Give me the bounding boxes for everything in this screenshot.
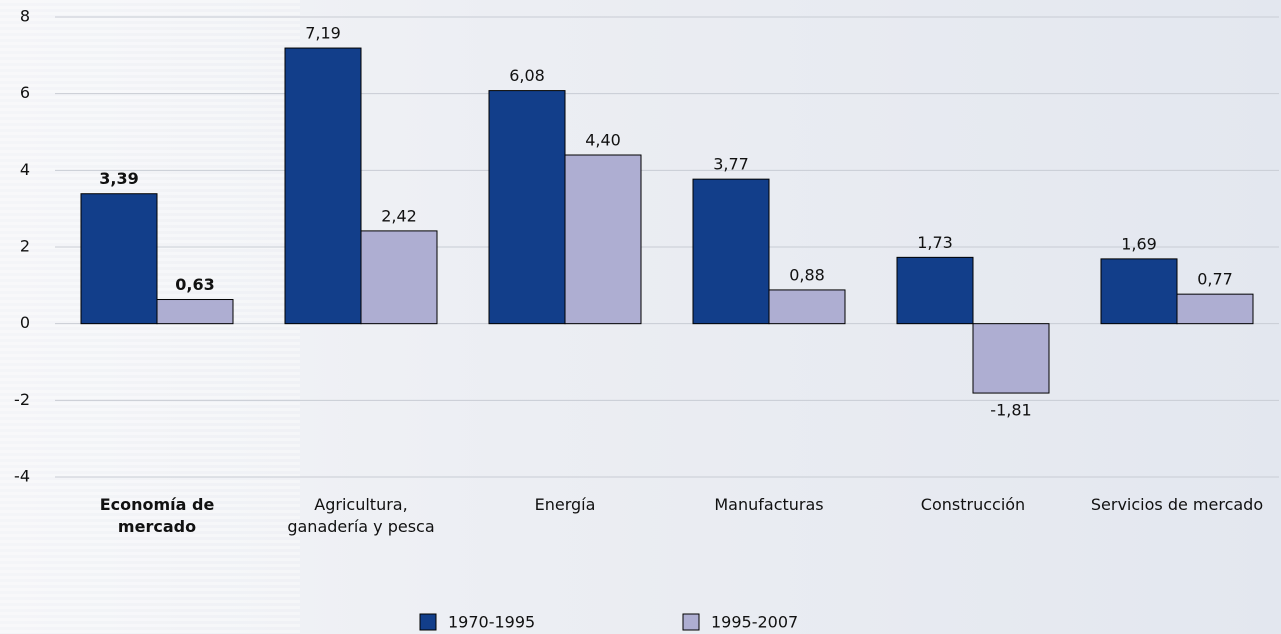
value-label: 1,73 bbox=[917, 233, 953, 252]
value-label: 0,63 bbox=[175, 275, 214, 294]
y-tick-label: 8 bbox=[20, 7, 30, 26]
y-tick-label: -4 bbox=[14, 467, 30, 486]
y-tick-label: -2 bbox=[14, 390, 30, 409]
legend-swatch bbox=[682, 613, 700, 631]
y-tick-label: 4 bbox=[20, 160, 30, 179]
value-label: 2,42 bbox=[381, 206, 417, 225]
bar bbox=[1100, 258, 1178, 325]
bar bbox=[488, 90, 566, 325]
x-tick-label: Manufacturas bbox=[714, 495, 824, 514]
value-label: 1,69 bbox=[1121, 234, 1157, 253]
y-tick-label: 0 bbox=[20, 313, 30, 332]
x-tick-label: Economía de mercado bbox=[99, 495, 215, 536]
value-label: 4,40 bbox=[585, 131, 621, 150]
bar bbox=[564, 154, 642, 325]
bar bbox=[360, 230, 438, 325]
bar bbox=[972, 323, 1050, 394]
bar bbox=[896, 256, 974, 325]
value-label: 3,39 bbox=[99, 169, 138, 188]
value-label: 0,77 bbox=[1197, 270, 1233, 289]
x-tick-label: Agricultura, ganadería y pesca bbox=[287, 495, 435, 536]
bar bbox=[692, 178, 770, 325]
legend-swatch bbox=[419, 613, 437, 631]
x-tick-label: Servicios de mercado bbox=[1090, 495, 1264, 514]
legend-label: 1995-2007 bbox=[711, 613, 798, 632]
x-tick-label: Energía bbox=[534, 495, 596, 514]
x-tick-label: Construcción bbox=[920, 495, 1026, 514]
bar bbox=[768, 289, 846, 325]
value-label: 3,77 bbox=[713, 155, 749, 174]
bar bbox=[1176, 293, 1254, 325]
value-label: 0,88 bbox=[789, 265, 825, 284]
legend-label: 1970-1995 bbox=[448, 613, 535, 632]
value-label: -1,81 bbox=[990, 401, 1031, 420]
y-tick-label: 2 bbox=[20, 237, 30, 256]
bar bbox=[284, 47, 362, 325]
bar bbox=[80, 193, 158, 325]
value-label: 6,08 bbox=[509, 66, 545, 85]
bar bbox=[156, 299, 234, 325]
value-label: 7,19 bbox=[305, 24, 341, 43]
y-tick-label: 6 bbox=[20, 83, 30, 102]
